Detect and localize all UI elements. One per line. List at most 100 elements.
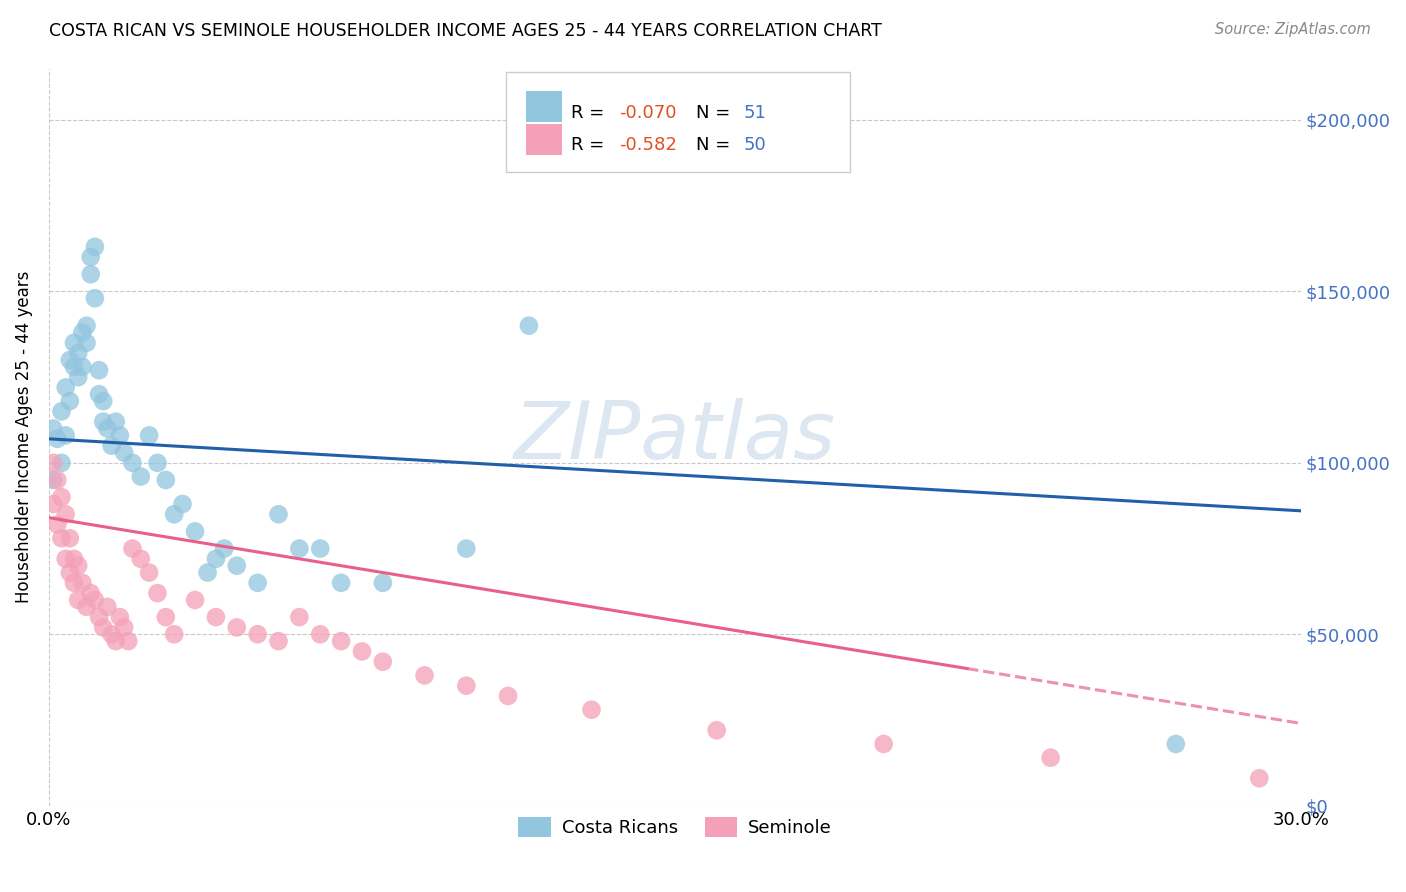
Point	[91, 394, 114, 409]
Point	[121, 541, 143, 556]
Point	[163, 508, 186, 522]
Point	[517, 318, 540, 333]
Point	[42, 473, 65, 487]
Point	[100, 439, 122, 453]
Point	[91, 415, 114, 429]
Y-axis label: Householder Income Ages 25 - 44 years: Householder Income Ages 25 - 44 years	[15, 271, 32, 603]
Point	[63, 335, 86, 350]
Point	[706, 723, 728, 738]
Point	[456, 541, 478, 556]
Point	[371, 575, 394, 590]
Point	[76, 335, 98, 350]
Point	[129, 551, 152, 566]
Point	[129, 469, 152, 483]
Point	[67, 370, 90, 384]
Point	[67, 593, 90, 607]
Point	[138, 566, 160, 580]
Point	[96, 421, 118, 435]
Point	[51, 490, 73, 504]
Point	[146, 456, 169, 470]
Point	[413, 668, 436, 682]
Point	[184, 593, 207, 607]
Point	[309, 627, 332, 641]
Point	[112, 620, 135, 634]
Point	[59, 531, 82, 545]
Point	[104, 415, 127, 429]
Point	[456, 679, 478, 693]
Point	[1249, 772, 1271, 786]
Point	[83, 291, 105, 305]
Point	[1164, 737, 1187, 751]
Point	[63, 551, 86, 566]
Point	[76, 318, 98, 333]
Point	[872, 737, 894, 751]
Point	[138, 428, 160, 442]
Point	[246, 627, 269, 641]
Point	[59, 394, 82, 409]
Point	[72, 575, 94, 590]
Point	[67, 346, 90, 360]
Point	[63, 359, 86, 374]
Point	[121, 456, 143, 470]
Point	[117, 634, 139, 648]
Text: COSTA RICAN VS SEMINOLE HOUSEHOLDER INCOME AGES 25 - 44 YEARS CORRELATION CHART: COSTA RICAN VS SEMINOLE HOUSEHOLDER INCO…	[49, 22, 882, 40]
Point	[350, 644, 373, 658]
Point	[55, 551, 77, 566]
Text: ZIPatlas: ZIPatlas	[515, 398, 837, 476]
Point	[155, 473, 177, 487]
FancyBboxPatch shape	[506, 72, 851, 172]
Point	[214, 541, 236, 556]
Point	[87, 363, 110, 377]
Point	[288, 541, 311, 556]
Point	[55, 380, 77, 394]
Point	[108, 610, 131, 624]
Point	[67, 558, 90, 573]
Point	[267, 634, 290, 648]
Point	[246, 575, 269, 590]
Point	[55, 428, 77, 442]
Point	[581, 703, 603, 717]
Point	[91, 620, 114, 634]
Text: -0.582: -0.582	[619, 136, 676, 154]
Text: -0.070: -0.070	[619, 103, 676, 122]
Point	[42, 421, 65, 435]
Point	[225, 558, 247, 573]
Point	[87, 610, 110, 624]
Point	[112, 445, 135, 459]
Point	[184, 524, 207, 539]
Text: N =: N =	[696, 136, 737, 154]
Point	[146, 586, 169, 600]
Point	[80, 586, 103, 600]
Point	[42, 456, 65, 470]
Point	[288, 610, 311, 624]
Point	[309, 541, 332, 556]
Point	[46, 473, 69, 487]
Legend: Costa Ricans, Seminole: Costa Ricans, Seminole	[510, 809, 839, 845]
Text: R =: R =	[571, 103, 610, 122]
Text: N =: N =	[696, 103, 737, 122]
Point	[72, 326, 94, 340]
Text: 50: 50	[744, 136, 766, 154]
Point	[80, 250, 103, 264]
Point	[46, 432, 69, 446]
Point	[63, 575, 86, 590]
Point	[104, 634, 127, 648]
Point	[76, 599, 98, 614]
Point	[155, 610, 177, 624]
Point	[108, 428, 131, 442]
Point	[42, 497, 65, 511]
Point	[51, 531, 73, 545]
Point	[100, 627, 122, 641]
Point	[46, 517, 69, 532]
Point	[83, 593, 105, 607]
Point	[330, 575, 353, 590]
Point	[55, 508, 77, 522]
Text: R =: R =	[571, 136, 610, 154]
Point	[371, 655, 394, 669]
Text: Source: ZipAtlas.com: Source: ZipAtlas.com	[1215, 22, 1371, 37]
Point	[96, 599, 118, 614]
Point	[83, 240, 105, 254]
Point	[87, 387, 110, 401]
Point	[205, 551, 228, 566]
FancyBboxPatch shape	[526, 91, 562, 121]
